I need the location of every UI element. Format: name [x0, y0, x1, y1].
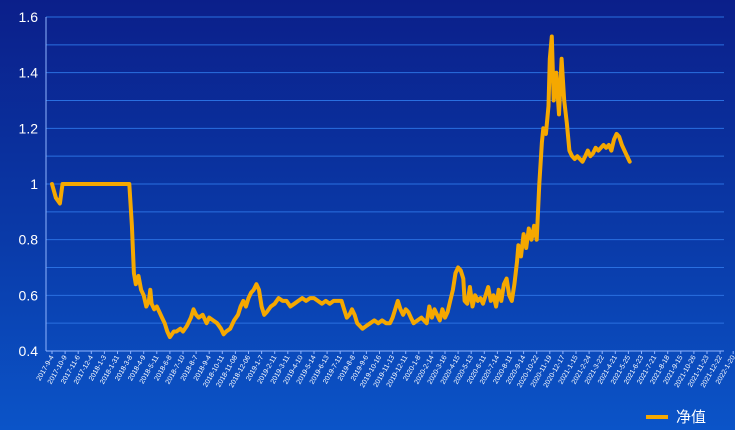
y-axis-tick-labels: 0.4 0.6 0.8 1 1.2 1.4 1.6: [19, 9, 39, 359]
legend-label-nav: 净值: [676, 408, 706, 426]
y-tick-label: 1.6: [19, 9, 39, 25]
y-tick-label: 0.8: [19, 232, 39, 248]
x-axis-tick-labels: 2017-9-42017-10-92017-11-62017-12-42018-…: [36, 351, 735, 389]
nav-series-line: [50, 34, 632, 340]
y-tick-label: 1.4: [19, 65, 39, 81]
y-tick-label: 1.2: [19, 120, 39, 136]
plot-grid: [46, 16, 724, 352]
chart-legend[interactable]: 净值: [646, 408, 706, 426]
y-tick-label: 0.6: [19, 287, 39, 303]
y-tick-label: 0.4: [19, 343, 39, 359]
y-tick-label: 1: [30, 176, 38, 192]
